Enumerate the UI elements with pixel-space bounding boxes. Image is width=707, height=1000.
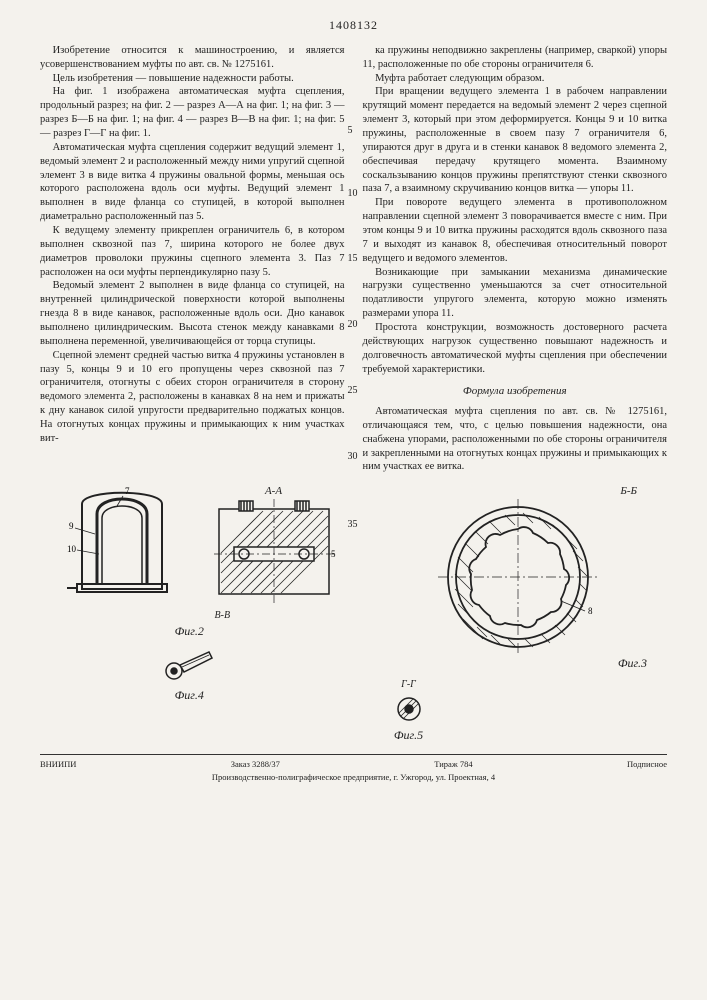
col1-p3: На фиг. 1 изображена автоматическая муфт… <box>40 85 345 140</box>
col2-p3: При вращении ведущего элемента 1 в рабоч… <box>363 85 668 196</box>
fig5-drawing <box>389 691 429 726</box>
fig3-block: Б-Б <box>369 484 668 743</box>
col1-p6: Ведомый элемент 2 выполнен в виде фланца… <box>40 279 345 348</box>
fig4-block: Фиг.4 <box>154 646 224 704</box>
line-marker: 30 <box>348 452 358 462</box>
fig2-label: Фиг.2 <box>40 624 339 640</box>
column-1: Изобретение относится к машиностроению, … <box>40 44 345 474</box>
col2-p2: Муфта работает следующим образом. <box>363 72 668 86</box>
fig2-block: 7 9 10 А-А <box>40 484 339 743</box>
footer-address: Производственно-полиграфическое предприя… <box>40 772 667 783</box>
col2-p1: ка пружины неподвижно закреплены (наприм… <box>363 44 668 72</box>
fig2-ref-7: 7 <box>125 486 130 496</box>
line-marker: 5 <box>348 126 353 136</box>
col2-p5: Возникающие при замыкании механизма дина… <box>363 266 668 321</box>
line-marker: 10 <box>348 189 358 199</box>
fig2-ref-10: 10 <box>67 544 77 554</box>
fig2-right-drawing: 5 <box>209 499 339 609</box>
fig4-label: Фиг.4 <box>154 688 224 704</box>
fig2-bb-label: В-В <box>215 609 339 622</box>
footer-publisher: ВНИИПИ <box>40 759 76 770</box>
fig5-label: Фиг.5 <box>389 728 429 744</box>
fig5-block: Г-Г Фиг.5 <box>389 678 429 744</box>
fig2-left-drawing: 7 9 10 <box>67 484 177 604</box>
line-marker: 25 <box>348 386 358 396</box>
col1-p7: Сцепной элемент средней частью витка 4 п… <box>40 349 345 446</box>
fig2-section-label: А-А <box>209 484 339 499</box>
footer: ВНИИПИ Заказ 3288/37 Тираж 784 Подписное <box>40 754 667 770</box>
fig5-section-label: Г-Г <box>389 678 429 691</box>
footer-order: Заказ 3288/37 <box>231 759 280 770</box>
col1-p1: Изобретение относится к машиностроению, … <box>40 44 345 72</box>
col1-p4: Автоматическая муфта сцепления содержит … <box>40 141 345 224</box>
footer-tirazh: Тираж 784 <box>434 759 472 770</box>
fig4-drawing <box>154 646 224 686</box>
fig3-label: Фиг.3 <box>369 656 648 672</box>
fig3-ref-8: 8 <box>588 606 593 616</box>
footer-sub: Подписное <box>627 759 667 770</box>
fig2-ref-5: 5 <box>331 549 336 559</box>
line-marker: 35 <box>348 520 358 530</box>
line-marker: 15 <box>348 254 358 264</box>
line-marker: 20 <box>348 320 358 330</box>
claims-text: Автоматическая муфта сцепления по авт. с… <box>363 405 668 474</box>
col1-p2: Цель изобретения — повышение надежности … <box>40 72 345 86</box>
fig3-drawing: 8 <box>433 499 603 654</box>
col2-p4: При повороте ведущего элемента в противо… <box>363 196 668 265</box>
fig3-section-label: Б-Б <box>369 484 638 499</box>
col1-p5: К ведущему элементу прикреплен ограничит… <box>40 224 345 279</box>
patent-number: 1408132 <box>40 18 667 34</box>
fig2-ref-9: 9 <box>69 521 74 531</box>
col2-p6: Простота конструкции, возможность достов… <box>363 321 668 376</box>
column-2: ка пружины неподвижно закреплены (наприм… <box>363 44 668 474</box>
claims-title: Формула изобретения <box>363 384 668 399</box>
